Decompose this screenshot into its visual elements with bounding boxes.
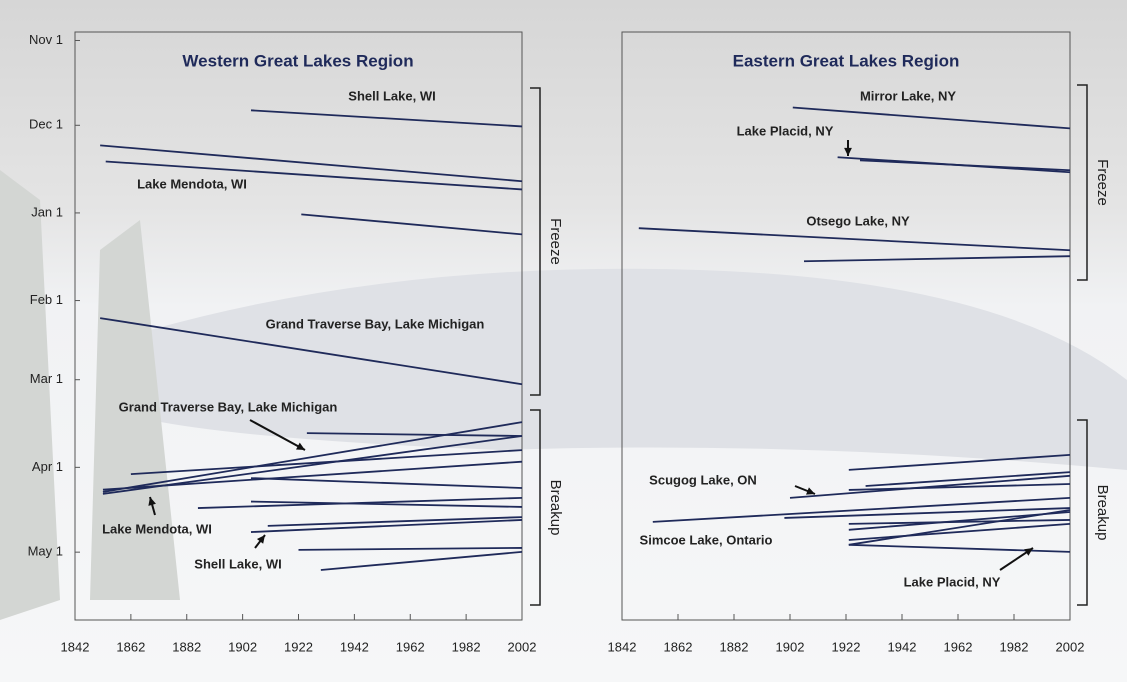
- y-tick-label: May 1: [28, 544, 63, 559]
- trend-line: [848, 483, 1071, 491]
- trend-line: [250, 109, 523, 128]
- bracket: [530, 87, 541, 396]
- bracket: [530, 409, 541, 606]
- trend-line: [865, 471, 1071, 487]
- annotation: Shell Lake, WI: [194, 556, 281, 571]
- trend-line: [848, 522, 1071, 541]
- arrow-head: [256, 535, 265, 544]
- trend-line: [100, 317, 523, 386]
- bracket-label: Freeze: [1094, 159, 1111, 206]
- annotation: Otsego Lake, NY: [806, 213, 910, 228]
- x-tick-label: 1962: [396, 639, 425, 654]
- x-tick-label: 1842: [61, 639, 90, 654]
- x-tick-label: 2002: [508, 639, 537, 654]
- trend-line: [306, 432, 523, 437]
- trend-line: [638, 227, 1071, 252]
- x-tick-label: 1842: [608, 639, 637, 654]
- trend-line: [130, 449, 523, 476]
- annotation: Lake Mendota, WI: [137, 176, 247, 191]
- x-tick-label: 1922: [832, 639, 861, 654]
- trend-line: [652, 496, 1071, 523]
- trend-line: [803, 255, 1071, 263]
- x-tick-label: 2002: [1056, 639, 1085, 654]
- arrow-head: [844, 147, 852, 156]
- trend-line: [102, 460, 523, 491]
- x-tick-label: 1882: [172, 639, 201, 654]
- bracket-label: Breakup: [1094, 485, 1111, 541]
- trend-line: [250, 477, 523, 489]
- x-tick-label: 1982: [1000, 639, 1029, 654]
- trend-line: [267, 516, 523, 527]
- trend-line: [848, 519, 1071, 525]
- x-tick-label: 1982: [452, 639, 481, 654]
- annotation: Mirror Lake, NY: [860, 88, 956, 103]
- trend-line: [320, 550, 523, 571]
- panel-title: Eastern Great Lakes Region: [733, 51, 960, 70]
- x-tick-label: 1962: [944, 639, 973, 654]
- annotation: Scugog Lake, ON: [649, 472, 757, 487]
- arrow-head: [296, 442, 305, 450]
- annotation: Simcoe Lake, Ontario: [640, 532, 773, 547]
- x-tick-label: 1882: [720, 639, 749, 654]
- y-tick-label: Feb 1: [30, 292, 63, 307]
- panel-title: Western Great Lakes Region: [182, 51, 413, 70]
- lake-backdrop: [150, 268, 1127, 470]
- trend-line: [789, 474, 1071, 499]
- annotation: Lake Placid, NY: [737, 123, 834, 138]
- bracket: [1077, 84, 1088, 281]
- y-tick-label: Apr 1: [32, 459, 63, 474]
- bracket: [1077, 419, 1088, 606]
- trend-line: [298, 547, 523, 551]
- x-tick-label: 1862: [664, 639, 693, 654]
- trend-line: [792, 106, 1071, 130]
- trend-line: [250, 519, 523, 533]
- x-tick-label: 1942: [888, 639, 917, 654]
- annotation: Shell Lake, WI: [348, 88, 435, 103]
- y-tick-label: Mar 1: [30, 371, 63, 386]
- arrow-shaft: [249, 419, 306, 451]
- y-tick-label: Jan 1: [31, 204, 63, 219]
- bracket-label: Breakup: [547, 480, 564, 536]
- x-tick-label: 1922: [284, 639, 313, 654]
- annotation: Grand Traverse Bay, Lake Michigan: [266, 316, 485, 331]
- y-tick-label: Dec 1: [29, 117, 63, 132]
- x-tick-label: 1942: [340, 639, 369, 654]
- trend-line: [250, 500, 523, 508]
- trend-line: [105, 160, 523, 191]
- x-tick-label: 1902: [228, 639, 257, 654]
- x-tick-label: 1862: [116, 639, 145, 654]
- bracket-label: Freeze: [547, 218, 564, 265]
- trend-line: [848, 509, 1071, 546]
- arrow-head: [1024, 548, 1033, 556]
- y-tick-label: Nov 1: [29, 32, 63, 47]
- tree-backdrop: [0, 170, 180, 620]
- trend-line: [848, 454, 1071, 471]
- arrow-head: [806, 487, 815, 495]
- trend-line: [848, 543, 1071, 553]
- annotation: Lake Mendota, WI: [102, 521, 212, 536]
- arrow-head: [148, 497, 156, 506]
- annotation: Lake Placid, NY: [904, 574, 1001, 589]
- trend-line: [784, 507, 1071, 519]
- annotation: Grand Traverse Bay, Lake Michigan: [119, 399, 338, 414]
- trend-line: [100, 144, 523, 183]
- trend-line: [301, 213, 523, 236]
- x-tick-label: 1902: [776, 639, 805, 654]
- trend-line: [102, 421, 523, 493]
- trend-line: [859, 159, 1071, 172]
